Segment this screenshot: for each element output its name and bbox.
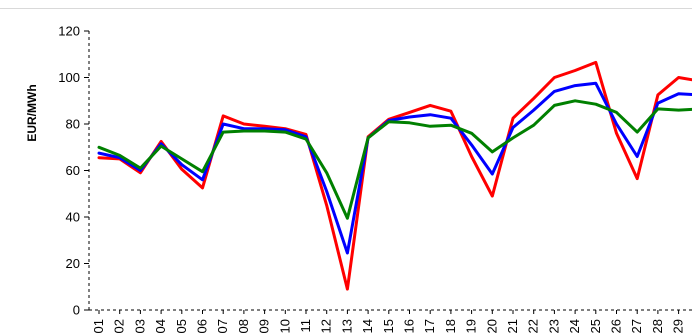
x-tick-label: 10 [277,319,292,333]
x-tick-label: 24 [567,319,582,333]
top-border [0,8,692,9]
y-tick-label: 100 [58,70,80,85]
x-tick-label: 14 [360,319,375,333]
x-tick-label: 02 [112,319,127,333]
x-tick-label: 04 [153,319,168,333]
series-lines [97,60,692,291]
x-tick-label: 09 [257,319,272,333]
x-tick-label: 28 [650,319,665,333]
x-tick-label: 05 [174,319,189,333]
x-tick-label: 25 [588,319,603,333]
series-line-2 [97,81,692,255]
y-tick-label: 80 [66,117,80,132]
x-tick-label: 11 [298,319,313,333]
x-tick-label: 19 [464,319,479,333]
x-tick-label: 03 [132,319,147,333]
y-axis-title: EUR/MWh [25,84,39,141]
y-tick-label: 20 [66,256,80,271]
y-tick-label: 60 [66,163,80,178]
y-tick-label: 0 [73,303,80,318]
x-tick-label: 20 [484,319,499,333]
x-tick-label: 27 [629,319,644,333]
x-tick-label: 21 [505,319,520,333]
x-tick-label: 01 [91,319,106,333]
x-tick-label: 23 [546,319,561,333]
x-tick-label: 07 [215,319,230,333]
x-tick-label: 16 [402,319,417,333]
x-tick-label: 13 [339,319,354,333]
x-tick-label: 15 [381,319,396,333]
x-tick-label: 12 [319,319,334,333]
x-tick-label: 26 [609,319,624,333]
x-tick-label: 08 [236,319,251,333]
series-line-3 [97,99,692,220]
y-tick-label: 120 [58,24,80,39]
y-tick-label: 40 [66,210,80,225]
series-line-1 [97,60,692,291]
x-tick-label: 18 [443,319,458,333]
x-axis-ticks: 01 02 03 04 05 06 07 08 09 10 11 12 13 14 15 16 17 18 19 20… [91,310,692,333]
x-tick-label: 22 [526,319,541,333]
x-tick-label: 29 [671,319,686,333]
y-axis-ticks: 0 20 40 60 80 100 120 [58,24,89,318]
x-tick-label: 17 [422,319,437,333]
x-tick-label: 06 [195,319,210,333]
